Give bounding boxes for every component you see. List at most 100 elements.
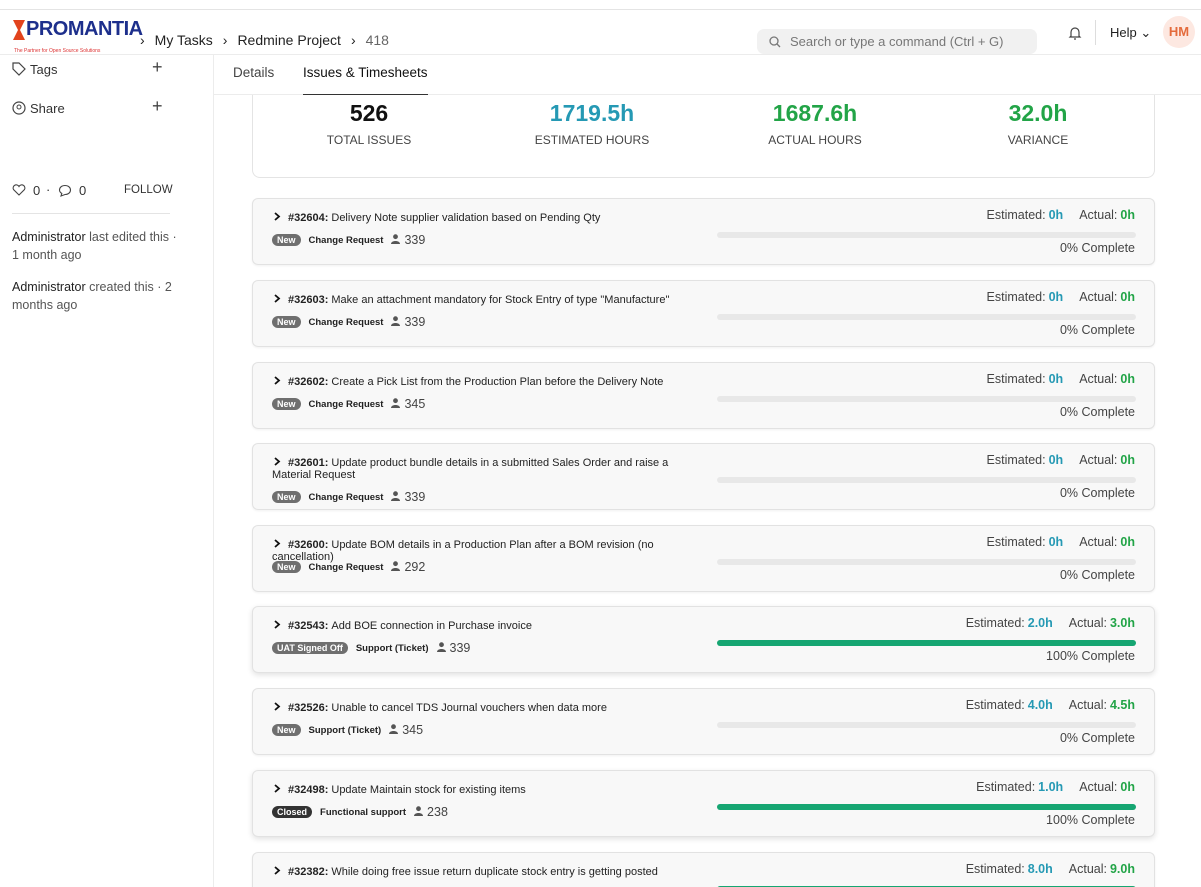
assignee-count: 339: [391, 233, 425, 247]
actual-value: 0h: [1120, 453, 1135, 467]
expand-icon[interactable]: [272, 376, 288, 388]
actual-value: 0h: [1120, 535, 1135, 549]
issue-card[interactable]: #32526: Unable to cancel TDS Journal vouc…: [252, 688, 1155, 755]
heart-icon[interactable]: [12, 184, 26, 196]
assignee-count: 292: [391, 560, 425, 574]
count: 292: [404, 560, 426, 574]
expand-icon[interactable]: [272, 212, 288, 224]
actual-label: Actual:: [1079, 780, 1118, 794]
add-tag[interactable]: +: [152, 57, 163, 77]
issue-type: Support (Ticket): [355, 642, 429, 654]
issue-card[interactable]: #32601: Update product bundle details in …: [252, 443, 1155, 510]
add-share[interactable]: +: [152, 96, 163, 116]
expand-icon[interactable]: [272, 784, 288, 796]
follow-button[interactable]: FOLLOW: [124, 184, 173, 196]
issue-meta: Closed Functional support 238: [272, 805, 448, 819]
progress-track: [717, 804, 1136, 810]
issue-card[interactable]: #32602: Create a Pick List from the Produ…: [252, 362, 1155, 429]
issue-card[interactable]: #32543: Add BOE connection in Purchase in…: [252, 606, 1155, 673]
actual-label: Actual:: [1079, 535, 1118, 549]
activity: Administrator last edited this · 1 month…: [12, 228, 177, 264]
hours: Estimated: 0h Actual: 0h: [987, 208, 1135, 222]
progress-label: 0% Complete: [1059, 241, 1135, 255]
expand-icon[interactable]: [272, 620, 288, 632]
issue-card[interactable]: #32498: Update Maintain stock for existin…: [252, 770, 1155, 837]
issue-card[interactable]: #32603: Make an attachment mandatory for …: [252, 280, 1155, 347]
issue-title: #32600: Update BOM details in a Productio…: [272, 539, 692, 563]
hours: Estimated: 0h Actual: 0h: [987, 290, 1135, 304]
comment-icon[interactable]: [58, 184, 72, 197]
issue-id: #32601:: [288, 457, 329, 469]
issue-meta: New Support (Ticket) 345: [272, 723, 423, 737]
issue-subject: Make an attachment mandatory for Stock E…: [331, 294, 670, 306]
actual-value: 4.5h: [1109, 698, 1135, 712]
status-badge: New: [272, 561, 301, 573]
issue-subject: Update product bundle details in a submi…: [272, 457, 669, 481]
logo[interactable]: PROMANTIA: [26, 18, 143, 40]
tabs: Details Issues & Timesheets: [214, 55, 1201, 95]
expand-icon[interactable]: [272, 294, 288, 306]
estimated-value: 2.0h: [1027, 616, 1053, 630]
share[interactable]: Share: [30, 101, 65, 116]
progress-track: [717, 640, 1136, 646]
progress-track: [717, 722, 1136, 728]
issue-card[interactable]: #32600: Update BOM details in a Productio…: [252, 525, 1155, 592]
issue-title: #32603: Make an attachment mandatory for …: [272, 294, 692, 306]
estimated-value: 1.0h: [1038, 780, 1064, 794]
assignee-count: 345: [391, 397, 425, 411]
user-icon: [389, 723, 399, 737]
actual-value: 9.0h: [1109, 862, 1135, 876]
issue-subject: Add BOE connection in Purchase invoice: [331, 620, 532, 632]
chevron: ›: [350, 32, 356, 48]
issue-id: #32498:: [288, 784, 329, 796]
activity: Administrator created this · 2 months ag…: [12, 278, 177, 314]
sidebar: Tags + Share + 0 · 0 FOLLOW Administrato…: [0, 55, 214, 887]
tags[interactable]: Tags: [30, 62, 58, 77]
estimated-label: Estimated:: [965, 698, 1025, 712]
help-menu[interactable]: Help ⌄: [1110, 25, 1152, 40]
tab[interactable]: Details: [233, 65, 275, 80]
chevron: ›: [222, 32, 228, 48]
actual-value: 0h: [1120, 208, 1135, 222]
issue-type: Change Request: [308, 316, 384, 328]
avatar[interactable]: HM: [1163, 16, 1195, 48]
breadcrumb[interactable]: My Tasks: [154, 32, 213, 48]
dot: ·: [46, 182, 51, 197]
stat-value: 1719.5h: [549, 100, 635, 126]
issue-title: #32543: Add BOE connection in Purchase in…: [272, 620, 692, 632]
comments: 0: [79, 183, 87, 198]
issue-card[interactable]: #32604: Delivery Note supplier validation…: [252, 198, 1155, 265]
actual-label: Actual:: [1079, 208, 1118, 222]
count: 339: [404, 315, 426, 329]
bell-icon[interactable]: [1068, 25, 1082, 41]
help: Help: [1110, 25, 1137, 40]
estimated-label: Estimated:: [986, 290, 1046, 304]
separator: [12, 213, 170, 214]
breadcrumb[interactable]: Redmine Project: [237, 32, 341, 48]
issue-subject: Unable to cancel TDS Journal vouchers wh…: [331, 702, 607, 714]
issue-type: Functional support: [320, 806, 407, 818]
issue-id: #32382:: [288, 866, 329, 878]
expand-icon[interactable]: [272, 866, 288, 878]
tab-active[interactable]: Issues & Timesheets: [303, 65, 428, 95]
issue-card[interactable]: #32382: While doing free issue return dup…: [252, 852, 1155, 887]
expand-icon[interactable]: [272, 457, 288, 469]
expand-icon[interactable]: [272, 539, 288, 551]
expand-icon[interactable]: [272, 702, 288, 714]
progress-fill: [717, 640, 1136, 646]
hours: Estimated: 1.0h Actual: 0h: [976, 780, 1135, 794]
stat-value: 1687.6h: [772, 100, 858, 126]
search-box[interactable]: Search or type a command (Ctrl + G): [757, 29, 1037, 54]
issue-type: Change Request: [308, 398, 384, 410]
issue-id: #32526:: [288, 702, 329, 714]
estimated-value: 0h: [1048, 372, 1064, 386]
progress-track: [717, 559, 1136, 565]
issue-meta: New Change Request 292: [272, 560, 425, 574]
stat-label: TOTAL ISSUES: [326, 133, 412, 147]
issue-id: #32604:: [288, 212, 329, 224]
actual-value: 0h: [1120, 780, 1135, 794]
issue-meta: New Change Request 339: [272, 233, 425, 247]
user-icon: [391, 315, 401, 329]
activity-user: Administrator: [12, 280, 86, 294]
